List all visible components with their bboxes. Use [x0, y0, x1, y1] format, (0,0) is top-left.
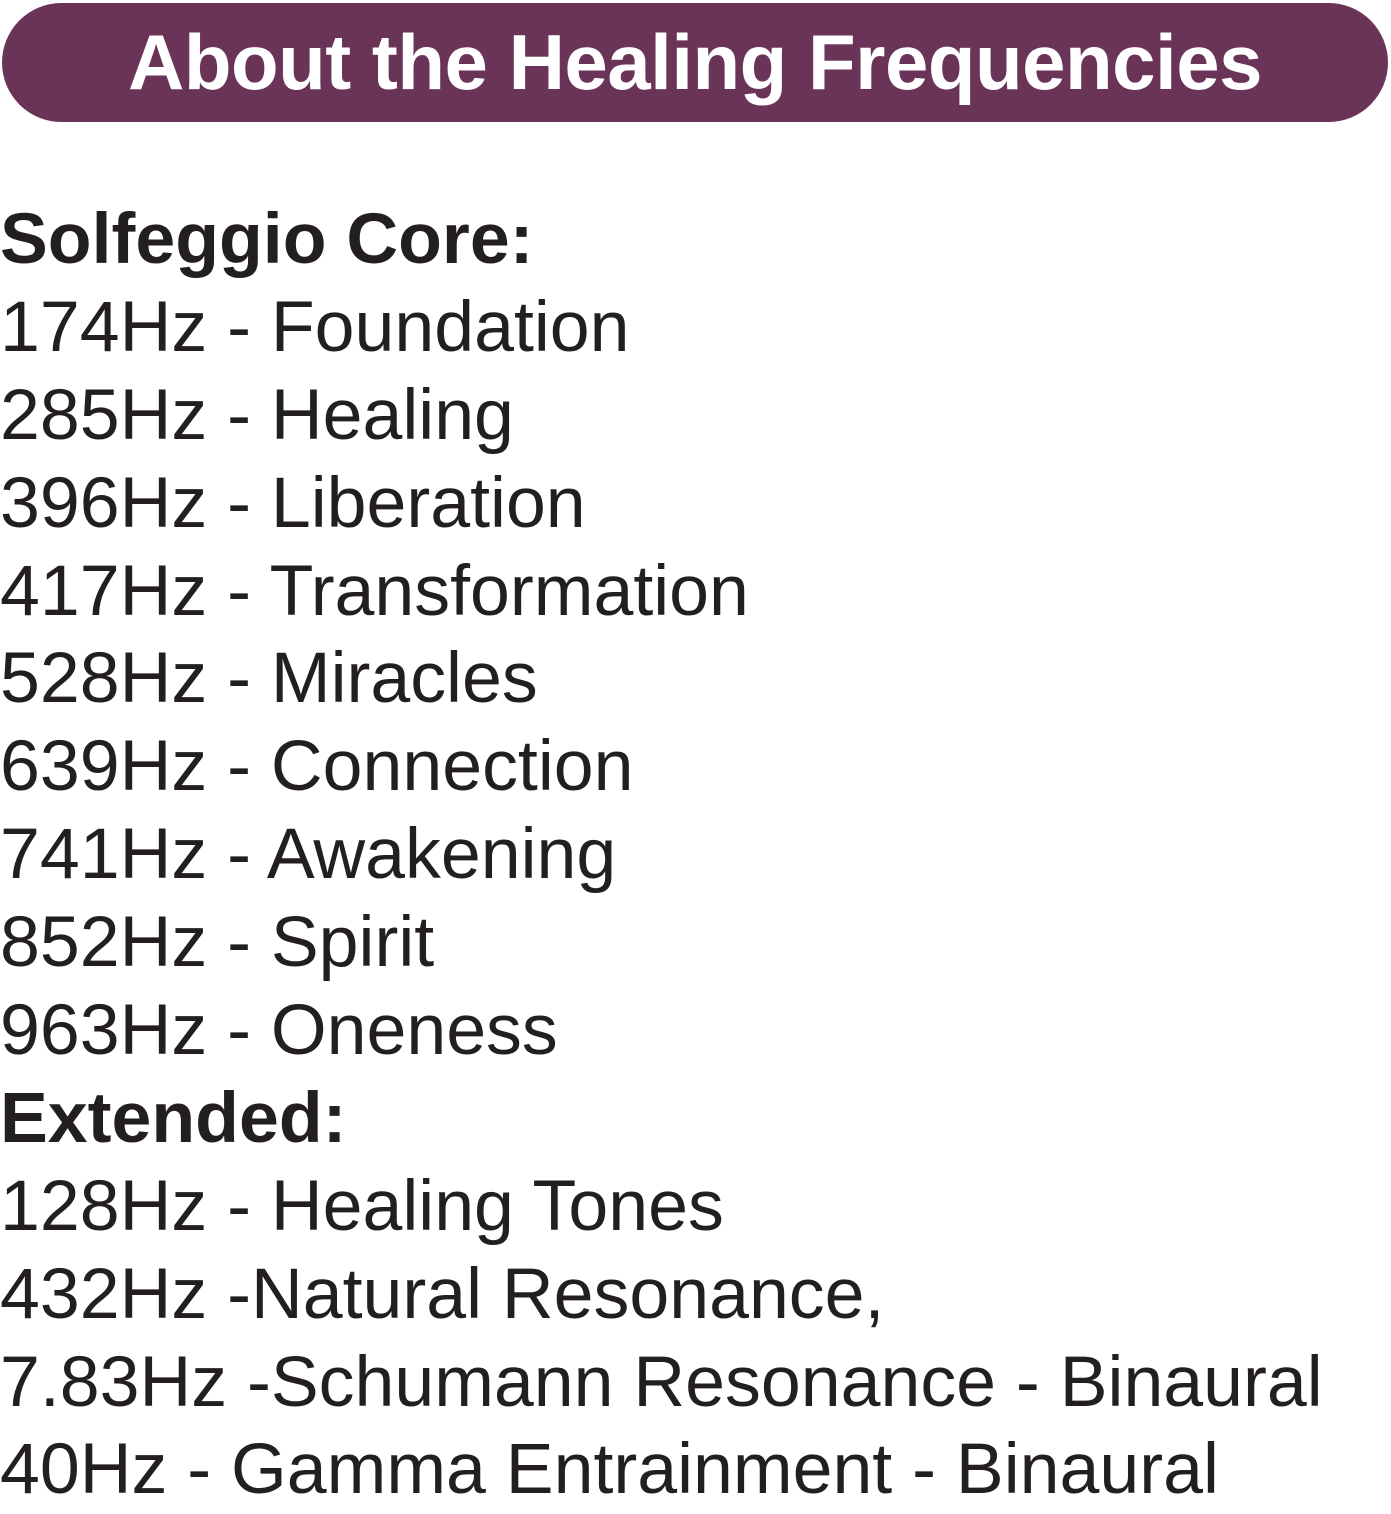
list-item: 432Hz -Natural Resonance,	[0, 1253, 885, 1334]
section-heading-extended: Extended:	[0, 1077, 347, 1158]
list-item: 963Hz - Oneness	[0, 990, 558, 1071]
list-item: 741Hz - Awakening	[0, 814, 617, 895]
list-item: 128Hz - Healing Tones	[0, 1165, 724, 1246]
frequency-list: Solfeggio Core: 174Hz - Foundation 285Hz…	[0, 196, 1391, 1514]
list-item: 528Hz - Miracles	[0, 638, 538, 719]
title-banner: About the Healing Frequencies	[2, 3, 1388, 122]
list-item: 174Hz - Foundation	[0, 286, 630, 367]
list-item: 639Hz - Connection	[0, 726, 634, 807]
list-item: 285Hz - Healing	[0, 374, 514, 455]
list-item: 40Hz - Gamma Entrainment - Binaural	[0, 1429, 1219, 1510]
list-item: 396Hz - Liberation	[0, 462, 586, 543]
section-heading-solfeggio: Solfeggio Core:	[0, 199, 534, 279]
page-title: About the Healing Frequencies	[128, 18, 1262, 106]
list-item: 852Hz - Spirit	[0, 902, 435, 983]
list-item: 417Hz - Transformation	[0, 550, 749, 631]
list-item: 7.83Hz -Schumann Resonance - Binaural	[0, 1341, 1323, 1422]
